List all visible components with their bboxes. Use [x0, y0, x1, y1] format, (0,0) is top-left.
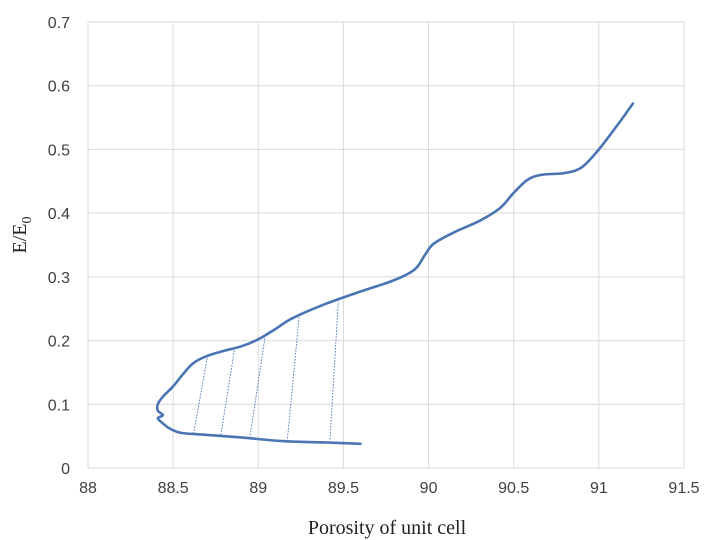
- y-axis-title-subscript: 0: [20, 217, 35, 224]
- y-tick-label: 0.6: [48, 79, 70, 96]
- y-axis-title: E/E0: [9, 217, 35, 254]
- series-line: [155, 102, 635, 446]
- hatch-line: [193, 357, 208, 434]
- y-tick-label: 0: [61, 461, 70, 478]
- x-tick-label: 91.5: [668, 480, 699, 497]
- y-tick-labels: 0 0.1 0.2 0.3 0.4 0.5 0.6 0.7: [48, 15, 70, 478]
- series-group: [155, 102, 635, 446]
- hatch-line: [329, 301, 339, 443]
- x-tick-label: 89.5: [328, 480, 359, 497]
- grid: [87, 21, 685, 469]
- y-tick-label: 0.5: [48, 142, 70, 159]
- y-tick-label: 0.3: [48, 270, 70, 287]
- y-tick-label: 0.2: [48, 334, 70, 351]
- x-tick-label: 88.5: [158, 480, 189, 497]
- x-tick-labels: 88 88.5 89 89.5 90 90.5 91 91.5: [79, 480, 700, 497]
- hatch-lines: [193, 301, 339, 443]
- x-tick-label: 89: [249, 480, 267, 497]
- x-tick-label: 91: [590, 480, 608, 497]
- x-tick-label: 90: [420, 480, 438, 497]
- hatch-line: [220, 349, 235, 435]
- x-tick-label: 90.5: [498, 480, 529, 497]
- x-tick-label: 88: [79, 480, 97, 497]
- y-tick-label: 0.1: [48, 397, 70, 414]
- hatch-line: [286, 316, 300, 442]
- y-tick-label: 0.7: [48, 15, 70, 32]
- hatch-line: [249, 336, 266, 439]
- x-axis-title: Porosity of unit cell: [308, 517, 467, 539]
- y-tick-label: 0.4: [48, 206, 70, 223]
- y-axis-title-main: E/E: [9, 224, 31, 254]
